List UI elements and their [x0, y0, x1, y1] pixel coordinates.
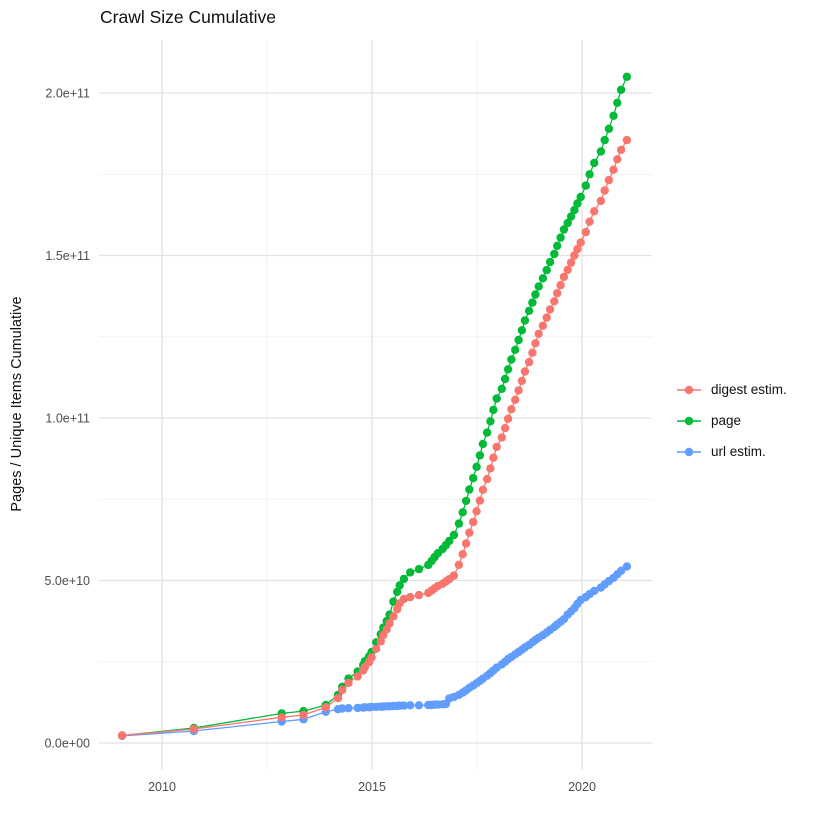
legend-label-digest: digest estim. [711, 382, 787, 397]
series-digest-estim- [117, 135, 632, 740]
svg-text:1.5e+11: 1.5e+11 [45, 249, 90, 263]
svg-text:2010: 2010 [148, 780, 176, 794]
chart-title: Crawl Size Cumulative [100, 7, 277, 27]
legend: digest estim. page url estim. [676, 374, 787, 467]
axis-tick-labels: 0.0e+00 5.0e+10 1.0e+11 1.5e+11 2.0e+11 2010 2… [44, 87, 595, 795]
grid-minor [99, 40, 652, 770]
legend-label-page: page [711, 413, 742, 428]
y-axis-title: Pages / Unique Items Cumulative [9, 296, 25, 512]
grid-major [99, 40, 652, 770]
svg-text:2.0e+11: 2.0e+11 [45, 87, 90, 101]
svg-text:0.0e+00: 0.0e+00 [44, 737, 90, 751]
svg-text:1.0e+11: 1.0e+11 [45, 412, 90, 426]
legend-key-digest-icon [677, 385, 701, 394]
legend-label-url: url estim. [711, 444, 766, 459]
series-page [117, 72, 632, 740]
legend-key-url-icon [677, 447, 701, 456]
legend-item-url: url estim. [676, 436, 787, 467]
legend-item-page: page [676, 405, 787, 436]
svg-text:2020: 2020 [568, 780, 596, 794]
legend-key-page-icon [677, 416, 701, 425]
svg-text:5.0e+10: 5.0e+10 [44, 574, 90, 588]
legend-item-digest: digest estim. [676, 374, 787, 405]
svg-text:2015: 2015 [358, 780, 386, 794]
